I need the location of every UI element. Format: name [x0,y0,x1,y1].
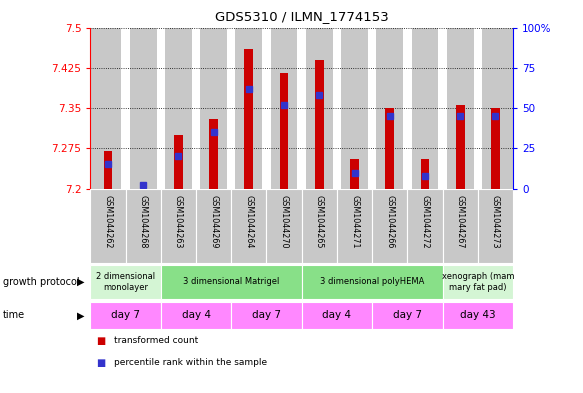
Bar [161,189,196,263]
Text: 2 dimensional
monolayer: 2 dimensional monolayer [96,272,155,292]
Bar [262,28,271,189]
Bar [478,189,513,263]
Text: GSM1044271: GSM1044271 [350,195,359,248]
Bar [161,265,302,299]
Bar [209,119,218,189]
Bar [157,28,165,189]
Bar [302,28,337,189]
Bar [125,28,161,189]
Bar [266,189,302,263]
Text: time: time [3,310,25,320]
Bar [90,302,161,329]
Bar [372,302,442,329]
Text: ■: ■ [96,336,106,346]
Text: 3 dimensional Matrigel: 3 dimensional Matrigel [183,277,279,286]
Bar [227,28,236,189]
Text: ▶: ▶ [77,310,85,320]
Bar [174,135,183,189]
Bar [302,302,372,329]
Bar [473,28,482,189]
Bar [231,302,302,329]
Bar [192,28,201,189]
Bar [161,28,196,189]
Bar [121,28,130,189]
Text: GSM1044262: GSM1044262 [103,195,113,248]
Text: growth protocol: growth protocol [3,277,79,287]
Text: GSM1044268: GSM1044268 [139,195,147,248]
Bar [104,151,113,189]
Text: GSM1044267: GSM1044267 [456,195,465,248]
Bar [333,28,341,189]
Bar [337,28,372,189]
Bar [372,28,408,189]
Bar [125,189,161,263]
Bar [90,28,125,189]
Bar [442,189,478,263]
Bar [408,189,442,263]
Text: GSM1044270: GSM1044270 [280,195,289,248]
Bar [442,265,513,299]
Bar [302,189,337,263]
Bar [315,60,324,189]
Bar [438,28,447,189]
Bar [297,28,306,189]
Bar [350,159,359,189]
Bar [266,28,302,189]
Text: GSM1044273: GSM1044273 [491,195,500,248]
Bar [403,28,412,189]
Bar [90,265,161,299]
Bar [368,28,377,189]
Bar [280,73,289,189]
Bar [442,28,478,189]
Bar [337,189,372,263]
Text: xenograph (mam
mary fat pad): xenograph (mam mary fat pad) [441,272,514,292]
Bar [478,28,513,189]
Bar [231,28,266,189]
Bar [385,108,394,189]
Bar [302,265,442,299]
Bar [231,189,266,263]
Text: ▶: ▶ [77,277,85,287]
Bar [456,105,465,189]
Text: GSM1044264: GSM1044264 [244,195,254,248]
Bar [161,302,231,329]
Text: ■: ■ [96,358,106,367]
Text: 3 dimensional polyHEMA: 3 dimensional polyHEMA [320,277,424,286]
Bar [420,159,430,189]
Bar [244,49,253,189]
Text: day 4: day 4 [181,310,210,320]
Bar [196,189,231,263]
Text: GSM1044272: GSM1044272 [420,195,430,248]
Text: GSM1044263: GSM1044263 [174,195,183,248]
Text: transformed count: transformed count [114,336,198,345]
Bar [442,302,513,329]
Bar [372,189,408,263]
Text: day 7: day 7 [393,310,422,320]
Text: day 4: day 4 [322,310,352,320]
Text: day 7: day 7 [111,310,140,320]
Text: day 7: day 7 [252,310,281,320]
Text: GSM1044265: GSM1044265 [315,195,324,248]
Bar [491,108,500,189]
Bar [90,189,125,263]
Text: GSM1044269: GSM1044269 [209,195,218,248]
Bar [408,28,442,189]
Bar [196,28,231,189]
Text: GSM1044266: GSM1044266 [385,195,394,248]
Text: day 43: day 43 [460,310,496,320]
Text: GDS5310 / ILMN_1774153: GDS5310 / ILMN_1774153 [215,10,389,23]
Text: percentile rank within the sample: percentile rank within the sample [114,358,267,367]
